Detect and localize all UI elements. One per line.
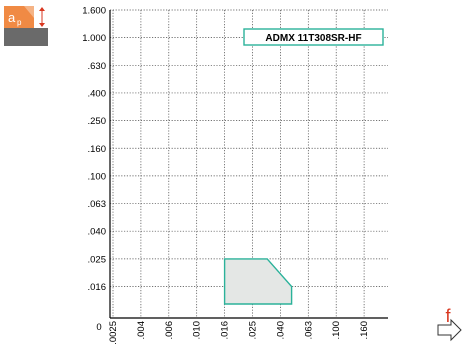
series-legend-frame — [243, 28, 384, 46]
operating-area-polygon — [223, 258, 293, 305]
x-tick-label: .004 — [136, 321, 147, 340]
y-tick-label: 1.600 — [82, 6, 106, 17]
y-tick-label: .040 — [88, 227, 107, 238]
ap-icon-letter: a — [8, 10, 16, 25]
ap-icon: a p — [4, 6, 48, 46]
ap-icon-subscript: p — [17, 18, 22, 27]
feed-arrow-icon — [437, 318, 462, 342]
y-tick-label: .100 — [88, 171, 107, 182]
y-tick-label: .160 — [88, 144, 107, 155]
y-tick-label: .063 — [88, 199, 107, 210]
x-axis-label-f: f — [445, 306, 451, 326]
x-tick-label: .006 — [164, 321, 175, 340]
series-legend-box: ADMX 11T308SR-HF — [243, 28, 384, 46]
x-tick-label: .100 — [331, 321, 342, 340]
y-tick-label: 1.000 — [82, 33, 106, 44]
ap-icon-workpiece — [4, 28, 48, 46]
y-tick-label: .630 — [88, 61, 107, 72]
x-tick-label: .0025 — [108, 321, 119, 345]
x-tick-label: .025 — [248, 321, 259, 340]
ap-icon-body — [4, 6, 34, 28]
x-tick-label: .010 — [192, 321, 203, 340]
x-tick-label: .040 — [275, 321, 286, 340]
x-tick-label: .063 — [303, 321, 314, 340]
x-tick-label: .016 — [220, 321, 231, 340]
y-tick-labels: 1.600 1.000 .630 .400 .250 .160 .100 .063 .040 .0… — [82, 6, 106, 294]
origin-label: 0 — [96, 322, 101, 333]
ap-icon-insert — [14, 6, 40, 28]
y-tick-label: .016 — [88, 282, 107, 293]
x-tick-labels: .0025 .004 .006 .010 .016 .025 .040 .063 .100 .16… — [108, 321, 370, 345]
y-tick-label: .025 — [88, 254, 107, 265]
series-legend-label: ADMX 11T308SR-HF — [265, 33, 361, 44]
ap-icon-arrow-up — [39, 7, 45, 11]
feed-arrow-shape — [437, 318, 462, 342]
axes — [109, 10, 388, 319]
ap-icon-arrow-down — [39, 23, 45, 27]
x-tick-label: .160 — [359, 321, 370, 340]
y-tick-label: .400 — [88, 88, 107, 99]
y-tick-label: .250 — [88, 116, 107, 127]
area-layer — [223, 258, 293, 305]
